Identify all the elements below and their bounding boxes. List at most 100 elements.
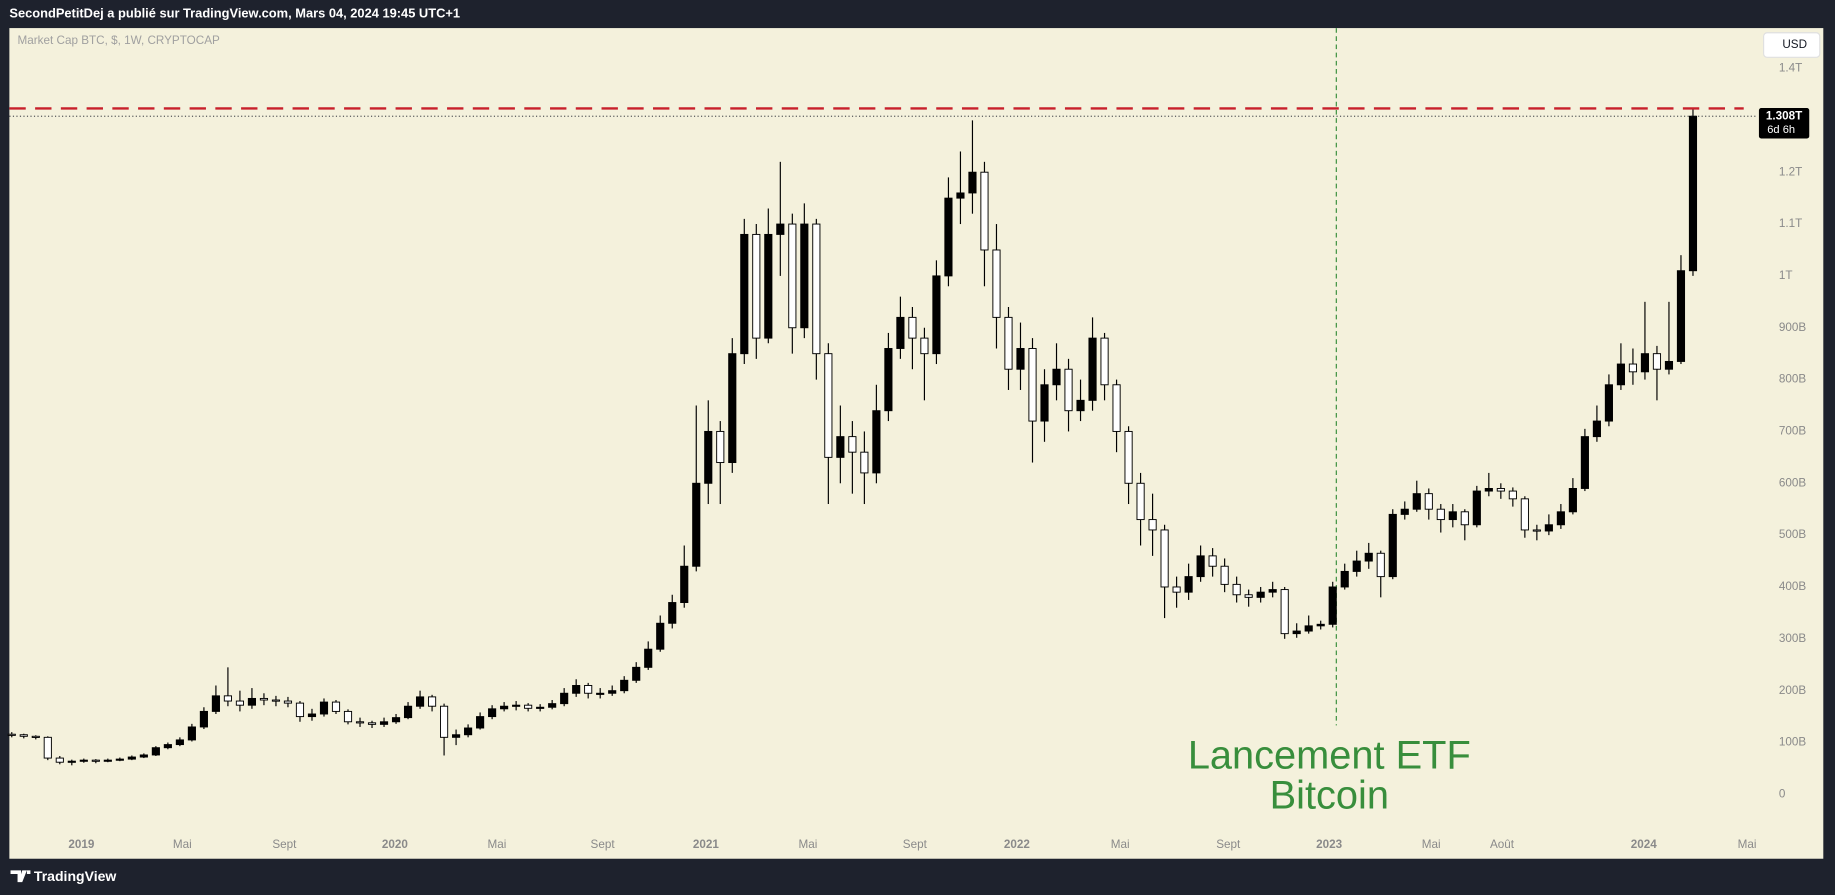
candle-body (980, 171, 989, 251)
logo-icon (10, 870, 31, 883)
candle-body (1496, 488, 1505, 492)
candle-body (1388, 513, 1397, 578)
candle-body (992, 249, 1001, 318)
candle-body (1040, 384, 1049, 422)
y-tick-label: 800B (1779, 373, 1807, 386)
chart-title: Market Cap BTC, $, 1W, CRYPTOCAP (18, 34, 220, 47)
candle-body (1076, 399, 1085, 412)
candle-body (1532, 529, 1541, 532)
candle-body (512, 704, 521, 707)
candle-body (1112, 384, 1121, 432)
candle-body (548, 703, 557, 708)
candle-body (175, 739, 184, 746)
candle-body (1280, 589, 1289, 635)
y-tick-label: 300B (1779, 632, 1807, 645)
y-tick-label: 0 (1779, 787, 1786, 800)
candle-body (776, 223, 785, 235)
candle-body (1148, 519, 1157, 531)
candle-body (1400, 508, 1409, 515)
candle-body (1508, 490, 1517, 500)
candle-body (91, 759, 100, 762)
candle-body (103, 759, 112, 762)
x-tick-label: 2020 (382, 838, 409, 851)
y-tick-label: 400B (1779, 580, 1807, 593)
candle-body (464, 727, 473, 736)
candle-body (1424, 493, 1433, 510)
candle-body (1448, 511, 1457, 521)
y-tick-label: 1.1T (1779, 217, 1802, 230)
annotation-line: Lancement ETF (1188, 734, 1471, 778)
candle-body (1652, 353, 1662, 370)
candle-body (848, 436, 857, 453)
candle-body (1028, 348, 1037, 422)
candle-body (1124, 430, 1133, 484)
candle-body (1688, 115, 1698, 272)
y-tick-label: 700B (1779, 425, 1807, 438)
candle-body (860, 451, 869, 474)
candle-body (1004, 316, 1013, 370)
candle-body (1256, 591, 1265, 598)
candle-body (43, 736, 52, 759)
countdown-label: 6d 6h (1767, 124, 1795, 136)
candle-body (968, 171, 977, 194)
candle-body (1340, 570, 1349, 588)
candle-body (800, 223, 809, 329)
candle-body (1520, 498, 1529, 531)
candle-body (295, 702, 305, 718)
candle-body (259, 697, 269, 701)
candle-body (127, 756, 136, 760)
candle-body (656, 622, 665, 650)
candle-body (1604, 384, 1613, 422)
candle-body (1484, 488, 1493, 492)
candle-body (596, 692, 605, 695)
candle-body (632, 666, 641, 681)
candle-body (319, 701, 329, 715)
y-tick-label: 1.2T (1779, 165, 1802, 178)
candle-body (1676, 270, 1686, 362)
x-tick-label: Sept (903, 838, 928, 851)
candle-body (235, 700, 244, 706)
x-tick-label: Mai (1111, 838, 1130, 851)
candle-body (1064, 368, 1073, 412)
candle-body (343, 710, 353, 723)
chart-pane (9, 28, 1824, 859)
tradingview-logo: TradingView (10, 868, 116, 884)
candle-body (1352, 560, 1361, 572)
candle-body (680, 565, 689, 603)
candle-body (283, 700, 293, 704)
x-tick-label: Mai (173, 838, 192, 851)
candle-body (1016, 348, 1025, 370)
x-tick-label: Mai (487, 838, 506, 851)
y-tick-label: 1T (1779, 269, 1793, 282)
candle-body (367, 722, 377, 725)
candle-body (1136, 482, 1145, 521)
y-tick-label: 200B (1779, 684, 1807, 697)
candle-body (1556, 511, 1565, 526)
candle-body (920, 337, 929, 355)
candle-body (415, 696, 425, 707)
candle-body (55, 757, 64, 763)
candle-body (620, 679, 629, 692)
x-tick-label: Mai (1738, 838, 1757, 851)
candle-body (824, 353, 833, 458)
candle-body (115, 758, 124, 761)
candle-body (536, 706, 545, 709)
last-price-box (1758, 108, 1810, 139)
candle-body (668, 602, 677, 624)
candle-body (956, 192, 965, 199)
x-tick-label: Août (1490, 838, 1515, 851)
candle-body (836, 436, 845, 458)
y-tick-label: 100B (1779, 736, 1807, 749)
candle-body (1052, 368, 1061, 386)
candle-body (1544, 524, 1553, 532)
candle-body (584, 685, 593, 694)
candle-body (67, 760, 76, 763)
candle-body (79, 759, 88, 762)
x-tick-label: Mai (1422, 838, 1441, 851)
candle-body (524, 704, 533, 709)
candle-body (331, 701, 341, 712)
candle-body (608, 690, 617, 694)
candle-body (1268, 589, 1277, 593)
candle-body (139, 754, 148, 758)
